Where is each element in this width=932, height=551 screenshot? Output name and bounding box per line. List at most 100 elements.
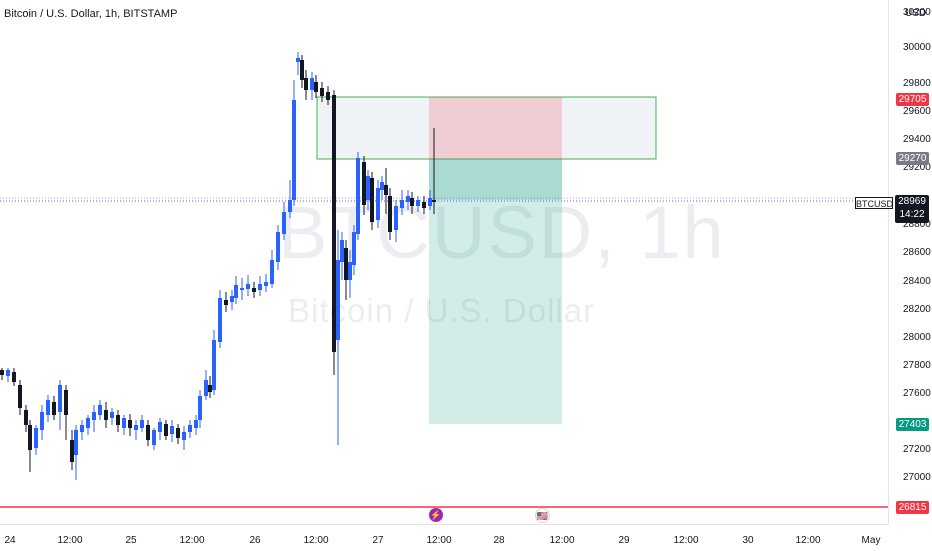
price-tick-label: 29200 — [903, 162, 931, 173]
chart-title: Bitcoin / U.S. Dollar, 1h, BITSTAMP — [4, 8, 178, 20]
bullish-candle — [296, 58, 300, 62]
price-tick-label: 28600 — [903, 247, 931, 258]
bullish-candle — [92, 412, 96, 420]
time-scale[interactable]: 24 12:00 25 12:00 26 12:00 27 12:00 28 12:00 29 12:… — [0, 524, 888, 551]
time-tick-label: 24 — [4, 535, 16, 546]
price-scale[interactable]: USD 30200 30000 29800 29600 29400 29200 28800 2… — [888, 0, 932, 524]
bullish-candle — [406, 196, 410, 202]
bullish-candle — [380, 182, 384, 190]
bullish-candle — [394, 206, 398, 230]
bullish-candle — [134, 425, 138, 430]
price-tick-label: 27000 — [903, 472, 931, 483]
bullish-candle — [80, 425, 84, 432]
ticker-price-value: 28969 — [898, 196, 926, 207]
bullish-candle — [376, 188, 380, 220]
bearish-candle — [320, 88, 324, 96]
price-tick-label: 29400 — [903, 134, 931, 145]
bearish-candle — [362, 162, 366, 205]
last-price-tag: BTCUSD 28969 14:22 — [855, 195, 930, 223]
entry-zone-box — [316, 96, 657, 160]
bearish-candle — [116, 415, 120, 425]
bullish-candle — [158, 422, 162, 432]
bearish-candle — [410, 198, 414, 206]
stop-loss-zone — [429, 97, 562, 159]
time-tick-label: 25 — [125, 535, 137, 546]
bullish-candle — [194, 420, 198, 428]
bearish-candle — [208, 385, 212, 392]
time-tick-label: 12:00 — [673, 535, 699, 546]
time-tick-label: 28 — [493, 535, 505, 546]
ticker-symbol: BTCUSD — [855, 197, 894, 209]
bullish-candle — [86, 418, 90, 428]
bullish-candle — [170, 426, 174, 434]
bullish-candle — [356, 158, 360, 234]
entry-price-tag: 29270 — [896, 152, 929, 165]
bullish-candle — [276, 232, 280, 262]
bullish-candle — [340, 240, 344, 262]
bearish-candle — [370, 178, 374, 222]
ticker-countdown: 14:22 — [899, 209, 925, 220]
bearish-candle — [388, 196, 392, 232]
profit-zone — [429, 200, 562, 424]
bearish-candle — [384, 185, 388, 195]
bearish-candle — [422, 202, 426, 208]
candlestick-plot[interactable] — [0, 0, 888, 524]
bearish-candle — [326, 92, 330, 100]
bullish-candle — [212, 340, 216, 390]
currency-label: USD — [905, 8, 927, 19]
bearish-candle — [12, 372, 16, 382]
bullish-candle — [230, 296, 234, 302]
price-tick-label: 29600 — [903, 106, 931, 117]
time-tick-label: 12:00 — [303, 535, 329, 546]
bullish-candle — [416, 200, 420, 206]
bullish-candle — [140, 420, 144, 428]
profit-zone-filled — [429, 159, 562, 200]
price-tick-label: 28200 — [903, 304, 931, 315]
bullish-candle — [428, 198, 432, 206]
bearish-candle — [52, 402, 56, 415]
price-tick-label: 28800 — [903, 219, 931, 230]
bullish-candle — [204, 380, 208, 396]
bullish-candle — [152, 430, 156, 445]
time-tick-label: 12:00 — [57, 535, 83, 546]
chart-area[interactable]: BTCUSD, 1h Bitcoin / U.S. Dollar Bitcoin… — [0, 0, 888, 524]
bullish-candle — [246, 284, 250, 289]
bullish-candle — [234, 285, 238, 298]
bullish-candle — [198, 396, 202, 420]
bullish-candle — [348, 262, 352, 280]
bearish-candle — [314, 82, 318, 92]
bearish-candle — [300, 60, 304, 80]
bearish-candle — [224, 300, 228, 305]
bullish-candle — [310, 78, 314, 90]
bullish-candle — [58, 385, 62, 412]
bearish-candle — [24, 410, 28, 425]
support-price-tag: 26815 — [896, 501, 929, 514]
time-tick-label: 12:00 — [549, 535, 575, 546]
bullish-candle — [122, 418, 126, 428]
bullish-candle — [366, 176, 370, 200]
flash-event-icon[interactable]: ⚡ — [429, 508, 443, 522]
time-tick-label: 29 — [618, 535, 630, 546]
bullish-candle — [288, 200, 292, 212]
bullish-candle — [6, 370, 10, 376]
bearish-candle — [18, 385, 22, 408]
bearish-candle — [28, 425, 32, 450]
time-tick-label: 26 — [249, 535, 261, 546]
bullish-candle — [336, 260, 340, 340]
bullish-candle — [182, 432, 186, 440]
bearish-candle — [332, 95, 336, 352]
bullish-candle — [292, 100, 296, 200]
us-flag-event-icon[interactable]: 🇺🇸 — [535, 508, 550, 523]
time-tick-label: 12:00 — [179, 535, 205, 546]
bullish-candle — [188, 425, 192, 432]
price-tick-label: 28000 — [903, 332, 931, 343]
price-tick-label: 27200 — [903, 444, 931, 455]
target-price-tag: 27403 — [896, 418, 929, 431]
stop-price-tag: 29705 — [896, 93, 929, 106]
bearish-candle — [0, 370, 4, 375]
bullish-candle — [400, 200, 404, 208]
time-tick-label: 30 — [742, 535, 754, 546]
price-tick-label: 30200 — [903, 7, 931, 18]
bearish-candle — [252, 288, 256, 292]
bullish-candle — [98, 405, 102, 415]
